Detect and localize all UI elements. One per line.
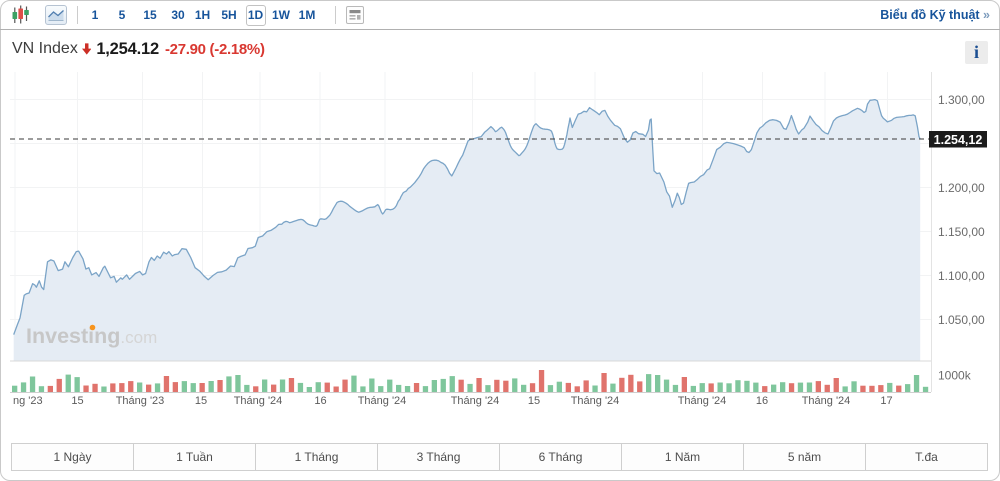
svg-text:1.254,12: 1.254,12 [934,133,983,147]
svg-text:1000k: 1000k [938,369,972,383]
svg-text:ng '23: ng '23 [13,395,43,407]
svg-text:1.150,00: 1.150,00 [938,225,985,239]
svg-text:16: 16 [756,395,768,407]
svg-text:Tháng '24: Tháng '24 [234,395,283,407]
svg-text:1.100,00: 1.100,00 [938,269,985,283]
svg-text:17: 17 [880,395,892,407]
svg-text:1.200,00: 1.200,00 [938,181,985,195]
svg-text:1.050,00: 1.050,00 [938,313,985,327]
svg-text:15: 15 [528,395,540,407]
svg-text:Tháng '24: Tháng '24 [451,395,500,407]
svg-text:1.300,00: 1.300,00 [938,93,985,107]
svg-text:Tháng '24: Tháng '24 [678,395,727,407]
svg-text:15: 15 [195,395,207,407]
svg-text:Tháng '24: Tháng '24 [358,395,407,407]
svg-text:Tháng '23: Tháng '23 [116,395,165,407]
svg-text:15: 15 [71,395,83,407]
svg-text:16: 16 [314,395,326,407]
svg-text:Tháng '24: Tháng '24 [802,395,851,407]
svg-text:Tháng '24: Tháng '24 [571,395,620,407]
